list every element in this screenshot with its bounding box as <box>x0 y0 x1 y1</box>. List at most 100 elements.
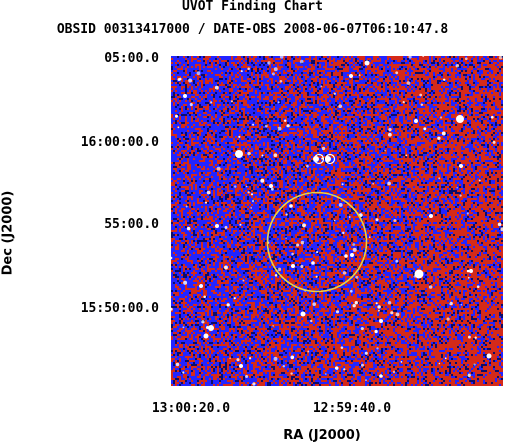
star-point <box>497 222 502 227</box>
star-point <box>224 265 228 270</box>
star-point <box>175 362 180 367</box>
star-point <box>270 187 274 191</box>
star-point <box>271 72 275 76</box>
star-point <box>333 92 336 95</box>
star-point <box>368 236 371 238</box>
star-point <box>420 103 424 106</box>
star-point <box>352 247 357 252</box>
star-point <box>311 261 315 265</box>
star-point <box>375 218 379 222</box>
star-point <box>393 219 397 222</box>
star-point <box>273 67 278 72</box>
target-circle <box>266 191 368 293</box>
star-point <box>333 219 336 222</box>
star-point <box>179 78 182 81</box>
star-point <box>358 74 361 77</box>
star-point <box>247 67 250 70</box>
chart-subtitle: OBSID 00313417000 / DATE-OBS 2008-06-07T… <box>56 22 449 37</box>
star-point <box>321 157 324 160</box>
star-point <box>252 199 255 203</box>
star-point <box>309 319 313 323</box>
x-tick-label: 13:00:20.0 <box>151 401 231 416</box>
star-point <box>335 310 340 314</box>
star-point <box>264 124 268 128</box>
star-point <box>224 226 228 229</box>
star-point <box>291 264 295 268</box>
star-point <box>348 216 351 218</box>
star-point <box>203 295 207 299</box>
star-point <box>355 275 359 279</box>
star-point <box>291 252 294 256</box>
star-point <box>352 243 356 246</box>
star-point <box>364 60 370 66</box>
star-point <box>321 146 326 151</box>
star-point <box>446 317 450 321</box>
star-point <box>464 57 468 61</box>
star-point <box>438 362 441 365</box>
star-point <box>272 325 274 327</box>
star-point <box>250 193 254 196</box>
star-point <box>467 373 471 378</box>
star-point <box>449 301 453 306</box>
star-point <box>354 301 358 305</box>
star-point <box>486 353 492 359</box>
star-point <box>342 231 345 235</box>
star-point <box>242 279 245 282</box>
star-point <box>395 312 400 317</box>
star-point <box>444 357 447 360</box>
star-point <box>240 70 243 73</box>
star-point <box>300 240 305 245</box>
star-point <box>175 114 178 118</box>
star-point <box>414 119 418 123</box>
x-axis-label: RA (J2000) <box>283 428 361 443</box>
star-point <box>349 289 353 293</box>
star-point <box>307 350 310 353</box>
star-point <box>469 269 473 273</box>
star-point <box>378 309 380 312</box>
star-point <box>300 264 304 269</box>
star-point <box>252 123 255 126</box>
star-point <box>183 280 188 285</box>
star-point <box>289 204 293 208</box>
star-point <box>437 136 441 140</box>
star-point <box>260 178 265 183</box>
star-point <box>338 104 343 109</box>
star-point <box>456 187 458 189</box>
star-point <box>334 366 339 370</box>
star-point <box>277 126 282 131</box>
star-point <box>467 276 470 279</box>
star-point <box>205 326 209 329</box>
star-point <box>205 201 207 204</box>
star-point <box>419 93 423 97</box>
star-point <box>325 156 331 162</box>
star-point <box>290 372 293 375</box>
star-point <box>423 127 427 131</box>
star-point <box>377 305 381 309</box>
star-point <box>365 379 367 381</box>
star-point <box>476 285 480 289</box>
star-point <box>247 151 251 156</box>
star-point <box>196 71 201 76</box>
star-point <box>395 259 399 263</box>
star-point <box>233 297 236 300</box>
star-point <box>252 382 256 386</box>
star-point <box>344 254 348 258</box>
star-point <box>286 124 290 128</box>
star-point <box>306 164 309 168</box>
star-point <box>474 336 477 339</box>
star-point <box>267 61 271 65</box>
star-point <box>183 94 187 98</box>
star-point <box>269 184 273 188</box>
star-point <box>387 181 391 186</box>
star-point <box>312 302 316 306</box>
star-point <box>279 56 284 59</box>
star-point <box>498 56 503 60</box>
y-tick-label: 05:00.0 <box>104 51 159 66</box>
star-point <box>384 149 386 152</box>
star-point <box>375 302 378 305</box>
star-point <box>402 101 405 104</box>
star-point <box>214 85 219 90</box>
star-point <box>349 74 353 78</box>
star-point <box>360 327 364 331</box>
star-point <box>238 135 241 138</box>
